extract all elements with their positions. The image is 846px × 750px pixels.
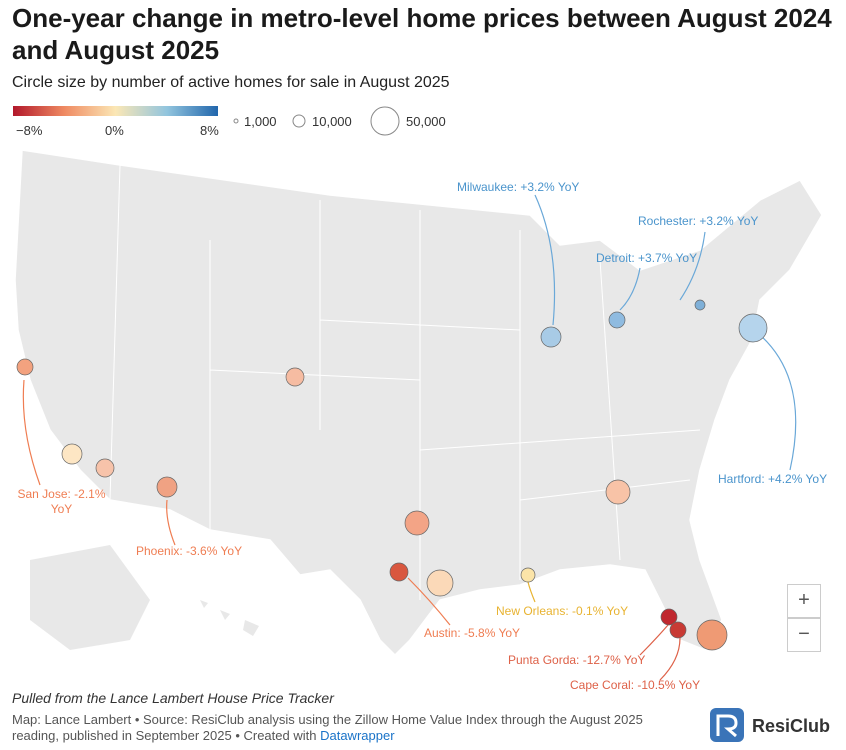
state-borders <box>109 164 701 600</box>
link[interactable]: Datawrapper <box>320 728 395 743</box>
annotation: New Orleans: -0.1% YoY <box>496 604 629 618</box>
zoom-out[interactable]: − <box>787 618 821 652</box>
metro-circles <box>16 299 768 651</box>
note: Pulled from the Lance Lambert House Pric… <box>12 690 334 706</box>
size-key <box>233 118 239 124</box>
size-label: 50,000 <box>406 114 446 129</box>
us-outline <box>14 149 823 657</box>
annotation: Rochester: +3.2% YoY <box>638 214 759 228</box>
source: Map: Lance Lambert • Source: ResiClub an… <box>12 712 672 744</box>
size-label: 1,000 <box>244 114 277 129</box>
annotation: Punta Gorda: -12.7% YoY <box>508 653 646 667</box>
zoom-in[interactable]: + <box>787 584 821 618</box>
annotation: Milwaukee: +3.2% YoY <box>457 180 580 194</box>
title: One-year change in metro-level home pric… <box>12 3 832 65</box>
color-label: −8% <box>16 123 43 138</box>
size-key <box>370 106 400 136</box>
color-scale <box>13 106 218 116</box>
logo-text: ResiClub <box>752 716 831 736</box>
annotation: Cape Coral: -10.5% YoY <box>570 678 701 692</box>
annotation: San Jose: -2.1% YoY <box>17 487 106 516</box>
annotation: Austin: -5.8% YoY <box>424 626 521 640</box>
color-label: 8% <box>200 123 219 138</box>
logo-mark <box>710 708 744 742</box>
color-label: 0% <box>105 123 124 138</box>
hawaii <box>200 600 259 636</box>
callout-arrows <box>22 194 797 681</box>
size-label: 10,000 <box>312 114 352 129</box>
annotation: Phoenix: -3.6% YoY <box>136 544 243 558</box>
size-key <box>292 114 306 128</box>
alaska <box>30 545 150 650</box>
source-text: Map: Lance Lambert • Source: ResiClub an… <box>12 712 643 743</box>
annotation: Hartford: +4.2% YoY <box>718 472 828 486</box>
annotation: Detroit: +3.7% YoY <box>596 251 698 265</box>
subtitle: Circle size by number of active homes fo… <box>12 74 450 91</box>
